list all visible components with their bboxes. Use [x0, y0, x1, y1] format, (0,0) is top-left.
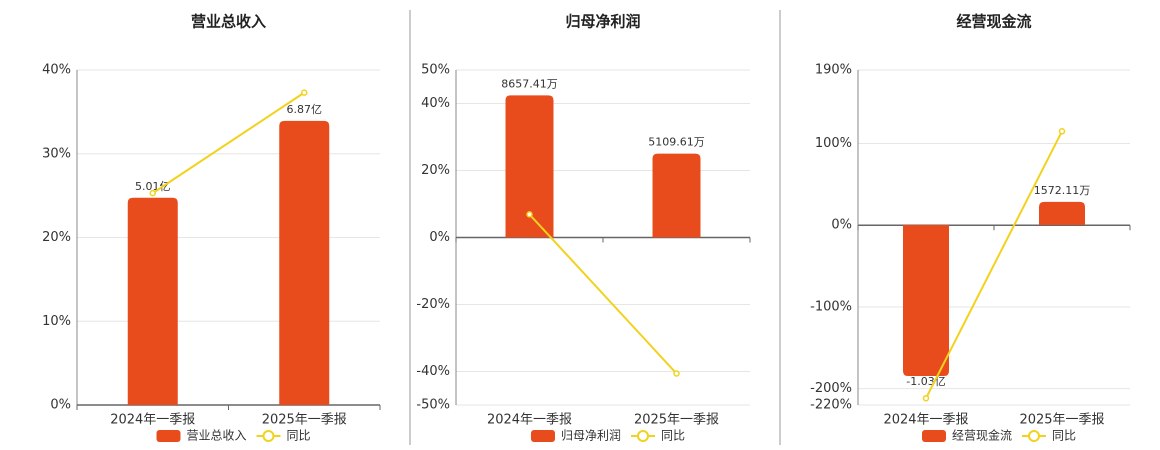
- y-tick-label: 0%: [50, 398, 71, 413]
- x-tick-label: 2025年一季报: [1019, 413, 1104, 428]
- bar: [1039, 201, 1085, 225]
- x-tick-label: 2025年一季报: [634, 413, 719, 428]
- y-tick-label: 40%: [42, 63, 71, 78]
- bar: [505, 95, 554, 238]
- legend-label: 同比: [661, 429, 685, 443]
- line-point: [301, 89, 308, 96]
- y-tick-label: 50%: [421, 63, 450, 78]
- legend-swatch: [1028, 430, 1040, 442]
- x-tick-label: 2025年一季报: [262, 413, 347, 428]
- line-point: [149, 189, 156, 197]
- legend-label: 归母净利润: [561, 429, 621, 443]
- value-label: 5.01亿: [135, 180, 171, 193]
- y-tick-label: 20%: [421, 163, 450, 178]
- y-tick-label: 10%: [42, 314, 71, 329]
- y-tick-label: -40%: [416, 364, 450, 379]
- legend-label: 同比: [1052, 429, 1076, 443]
- legend-swatch: [156, 430, 181, 442]
- value-label: -1.03亿: [906, 375, 945, 388]
- y-tick-label: 190%: [815, 63, 852, 78]
- y-tick-label: 0%: [831, 218, 852, 233]
- y-tick-label: -200%: [810, 381, 852, 396]
- bar: [652, 153, 701, 238]
- value-label: 6.87亿: [287, 103, 323, 116]
- y-tick-label: 20%: [42, 230, 71, 245]
- value-label: 1572.11万: [1034, 184, 1091, 197]
- bar: [127, 197, 178, 405]
- value-label: 8657.41万: [501, 77, 558, 90]
- chart-title: 经营现金流: [956, 13, 1031, 31]
- legend-swatch: [262, 430, 275, 442]
- x-tick-label: 2024年一季报: [487, 413, 572, 428]
- line: [528, 213, 678, 375]
- legend-label: 营业总收入: [187, 429, 247, 443]
- line: [152, 91, 305, 194]
- y-tick-label: -100%: [810, 299, 852, 314]
- line-point: [1058, 128, 1066, 135]
- bar: [903, 224, 949, 376]
- y-tick-label: 30%: [42, 146, 71, 161]
- x-tick-label: 2024年一季报: [883, 413, 968, 428]
- line: [925, 130, 1063, 399]
- bar: [279, 120, 330, 406]
- y-tick-label: -20%: [416, 297, 450, 312]
- legend-swatch: [637, 430, 649, 442]
- x-tick-label: 2024年一季报: [110, 413, 195, 428]
- line-point: [922, 394, 930, 402]
- y-tick-label: 100%: [815, 136, 852, 151]
- legend-label: 同比: [287, 429, 311, 443]
- y-tick-label: -220%: [810, 398, 852, 413]
- y-tick-label: 40%: [421, 96, 450, 111]
- legend-swatch: [922, 430, 946, 442]
- value-label: 5109.61万: [648, 136, 705, 149]
- y-tick-label: 0%: [429, 230, 450, 245]
- line-point: [526, 211, 533, 218]
- legend-label: 经营现金流: [952, 428, 1012, 443]
- chart-title: 归母净利润: [565, 13, 640, 31]
- line-point: [673, 370, 680, 377]
- chart-title: 营业总收入: [191, 13, 266, 31]
- legend-swatch: [531, 430, 555, 442]
- y-tick-label: -50%: [416, 398, 450, 413]
